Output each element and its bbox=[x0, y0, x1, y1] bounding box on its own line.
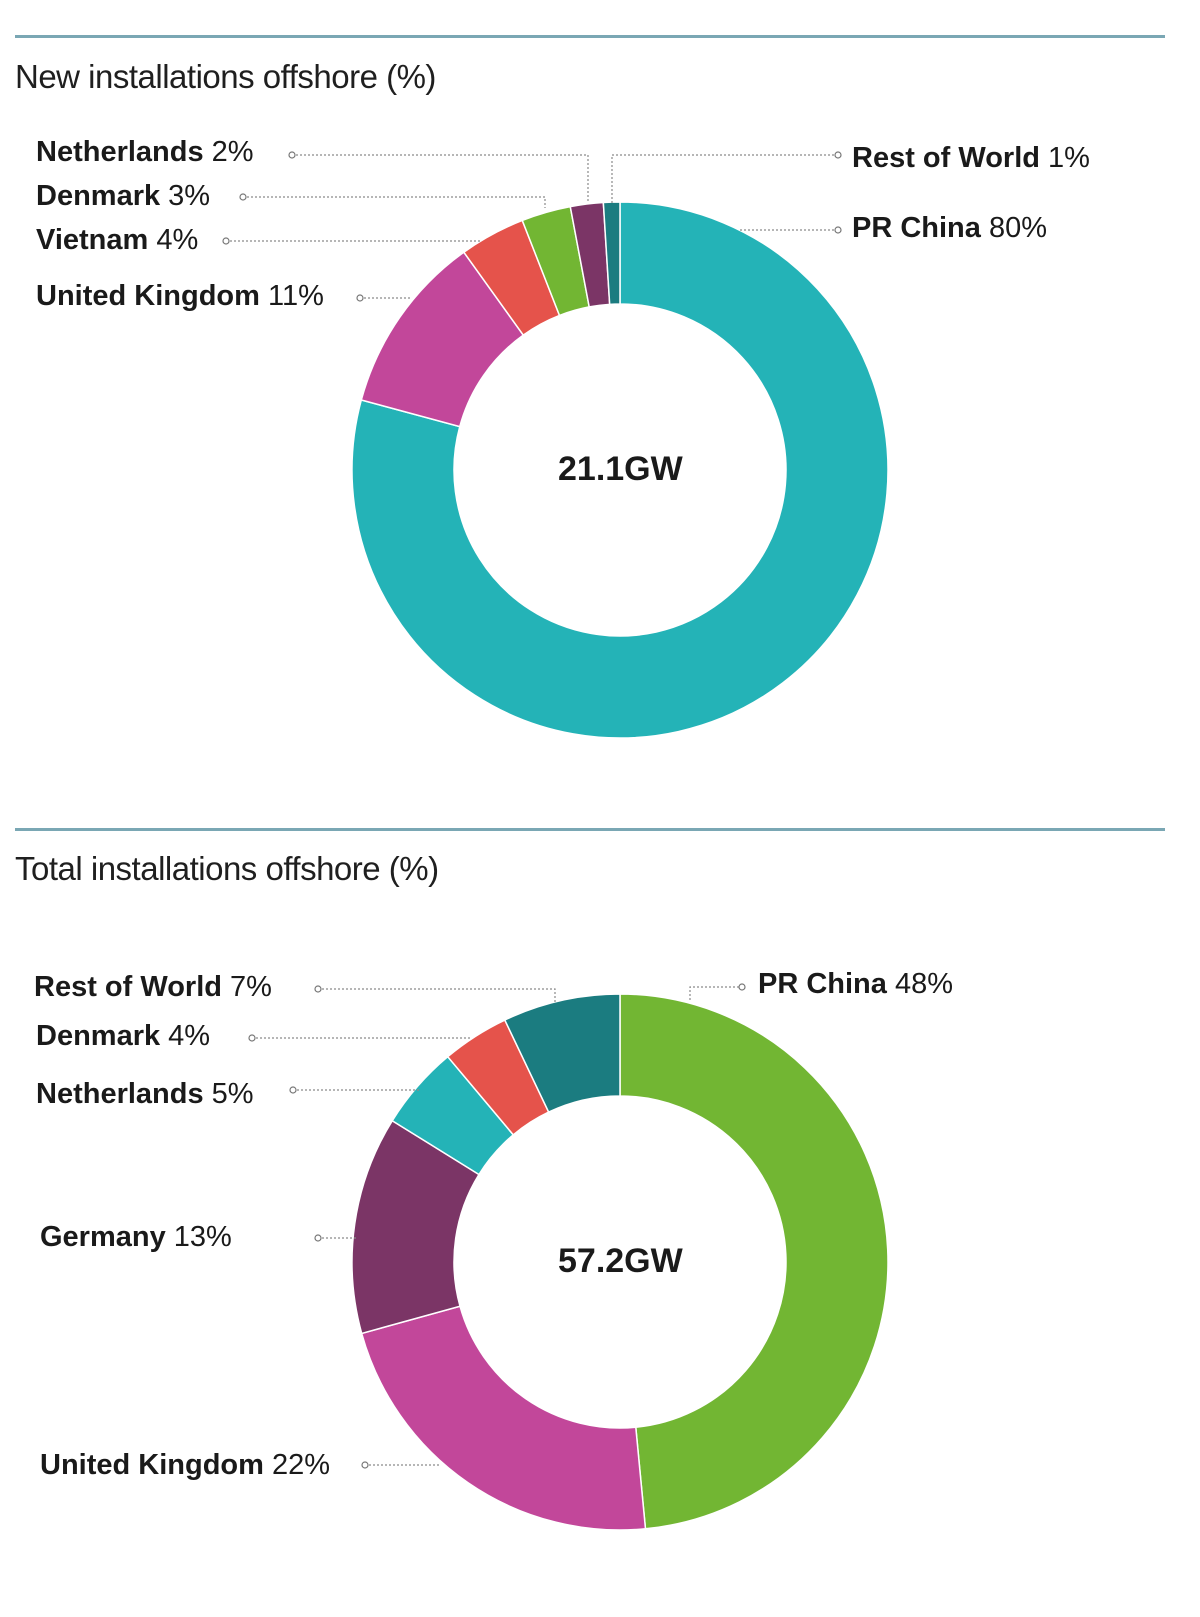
leader-dot bbox=[834, 226, 842, 234]
slice-label-value: 80% bbox=[980, 212, 1048, 244]
slice-label-name: Netherlands bbox=[36, 136, 204, 168]
total-installations-panel: Total installations offshore (%) 57.2GW … bbox=[0, 800, 1200, 1617]
slice-rest-of-world bbox=[602, 201, 621, 306]
slice-label-value: 4% bbox=[148, 224, 199, 256]
new-installations-panel: New installations offshore (%) 21.1GW PR… bbox=[0, 0, 1200, 800]
slice-label: PR China 80% bbox=[852, 214, 1047, 243]
leader-dot bbox=[289, 1086, 297, 1094]
middle-divider bbox=[15, 828, 1165, 831]
slice-label-name: Netherlands bbox=[36, 1078, 204, 1110]
slice-label-value: 1% bbox=[1039, 142, 1090, 174]
leader-line bbox=[292, 154, 589, 203]
slice-label-name: Germany bbox=[40, 1221, 166, 1253]
slice-label-name: United Kingdom bbox=[36, 280, 260, 312]
slice-label-name: Vietnam bbox=[36, 224, 149, 256]
center-total-new: 21.1GW bbox=[558, 450, 683, 488]
slice-label-value: 48% bbox=[886, 968, 954, 1000]
slice-label-name: Rest of World bbox=[34, 971, 222, 1003]
slice-label: Vietnam 4% bbox=[36, 226, 198, 255]
slice-label-value: 2% bbox=[203, 136, 254, 168]
slice-label: Germany 13% bbox=[40, 1223, 232, 1252]
leader-dot bbox=[314, 1234, 322, 1242]
leader-dot bbox=[248, 1034, 256, 1042]
slice-label: Netherlands 5% bbox=[36, 1080, 254, 1109]
slice-united-kingdom bbox=[360, 1305, 647, 1531]
leader-line bbox=[611, 154, 838, 203]
slice-label-name: PR China bbox=[758, 968, 887, 1000]
slice-label: Rest of World 1% bbox=[852, 144, 1090, 173]
slice-pr-china bbox=[619, 993, 889, 1530]
slice-label-value: 7% bbox=[221, 971, 272, 1003]
leader-dot bbox=[288, 151, 296, 159]
leader-dot bbox=[834, 151, 842, 159]
slice-label: Denmark 3% bbox=[36, 182, 210, 211]
leader-dot bbox=[361, 1461, 369, 1469]
chart-title-total: Total installations offshore (%) bbox=[15, 850, 439, 887]
slice-label: United Kingdom 11% bbox=[36, 282, 324, 311]
leader-dot bbox=[314, 985, 322, 993]
slice-label: Netherlands 2% bbox=[36, 138, 254, 167]
slice-label: Denmark 4% bbox=[36, 1022, 210, 1051]
slice-label-value: 11% bbox=[259, 280, 324, 312]
slice-label: PR China 48% bbox=[758, 970, 953, 999]
slice-rest-of-world bbox=[503, 993, 621, 1114]
center-total-total: 57.2GW bbox=[558, 1242, 683, 1280]
donut-chart-new bbox=[222, 151, 889, 739]
slice-label-name: Denmark bbox=[36, 180, 161, 212]
slice-label-name: United Kingdom bbox=[40, 1449, 264, 1481]
leader-line bbox=[689, 986, 742, 1000]
slice-label-value: 22% bbox=[263, 1449, 331, 1481]
top-divider bbox=[15, 35, 1165, 38]
slice-label-value: 4% bbox=[160, 1020, 211, 1052]
leader-dot bbox=[738, 983, 746, 991]
slice-label-value: 13% bbox=[165, 1221, 232, 1253]
donut-chart-total bbox=[248, 983, 889, 1531]
chart-title-new: New installations offshore (%) bbox=[15, 58, 436, 95]
slice-label-name: Rest of World bbox=[852, 142, 1040, 174]
slice-label-value: 3% bbox=[160, 180, 211, 212]
slice-label-name: PR China bbox=[852, 212, 981, 244]
leader-dot bbox=[239, 193, 247, 201]
slice-pr-china bbox=[351, 201, 889, 739]
leader-dot bbox=[222, 237, 230, 245]
slice-label-value: 5% bbox=[203, 1078, 254, 1110]
slice-label-name: Denmark bbox=[36, 1020, 161, 1052]
leader-dot bbox=[356, 294, 364, 302]
leader-line bbox=[318, 988, 556, 1003]
slice-label: United Kingdom 22% bbox=[40, 1451, 330, 1480]
leader-line bbox=[243, 196, 546, 208]
slice-label: Rest of World 7% bbox=[34, 973, 272, 1002]
